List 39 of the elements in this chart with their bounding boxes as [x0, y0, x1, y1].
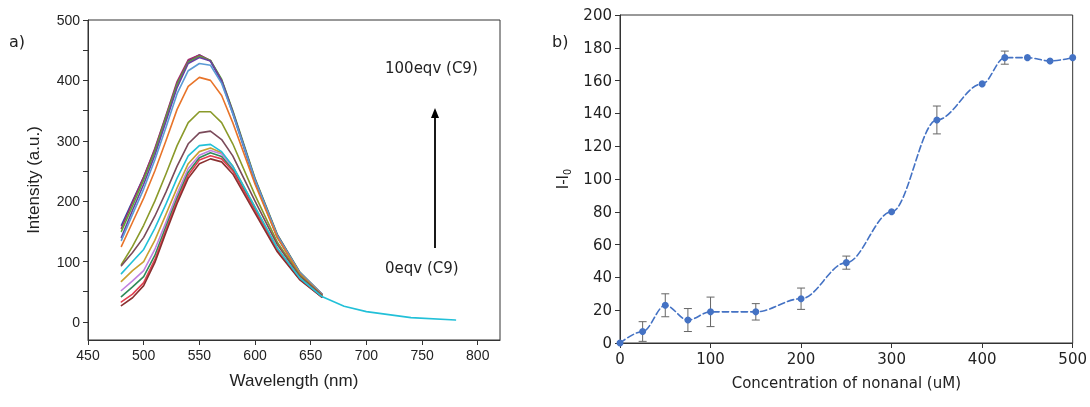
y-tick-label: 140 [583, 104, 612, 123]
x-tick-label: 700 [354, 347, 379, 363]
y-tick-label: 200 [583, 6, 612, 24]
x-axis-title: Wavelength (nm) [229, 371, 359, 390]
x-tick-label: 300 [877, 349, 906, 368]
x-tick-label: 600 [243, 347, 267, 363]
y-tick-label: 80 [592, 202, 612, 221]
annotation: 100eqv (C9) [385, 58, 478, 77]
y-tick-label: 300 [56, 132, 81, 149]
y-axis-title: I-I0 [554, 168, 573, 190]
x-tick-label: 400 [967, 349, 997, 368]
y-tick-label: 100 [56, 253, 81, 270]
x-tick-label: 500 [132, 347, 156, 363]
y-tick-label: 20 [592, 301, 612, 320]
y-tick-label: 160 [583, 71, 612, 90]
y-tick-label: 60 [592, 235, 612, 254]
y-tick-label: 400 [56, 72, 81, 89]
y-tick-label: 180 [583, 38, 612, 57]
x-axis-title: Concentration of nonanal (uM) [731, 373, 961, 392]
x-tick-label: 500 [1058, 349, 1088, 368]
y-axis-title: Intensity (a.u.) [24, 126, 43, 234]
x-tick-label: 750 [410, 347, 434, 363]
x-tick-label: 550 [187, 347, 212, 363]
text: a) [9, 31, 26, 51]
y-tick-label: 120 [583, 137, 612, 156]
x-tick-label: 650 [299, 347, 323, 363]
y-tick-label: 200 [56, 193, 81, 210]
y-tick-label: 0 [602, 334, 612, 352]
y-tick-label: 0 [72, 313, 81, 330]
x-tick-label: 800 [466, 347, 490, 363]
annotation: 0eqv (C9) [385, 258, 459, 277]
x-tick-label: 0 [615, 349, 625, 368]
x-tick-label: 100 [696, 349, 725, 368]
y-tick-label: 40 [592, 268, 612, 287]
y-tick-label: 100 [583, 170, 612, 188]
x-tick-label: 450 [76, 347, 100, 363]
x-tick-label: 200 [786, 349, 816, 368]
y-tick-label: 500 [56, 12, 81, 28]
text: b) [552, 31, 569, 51]
